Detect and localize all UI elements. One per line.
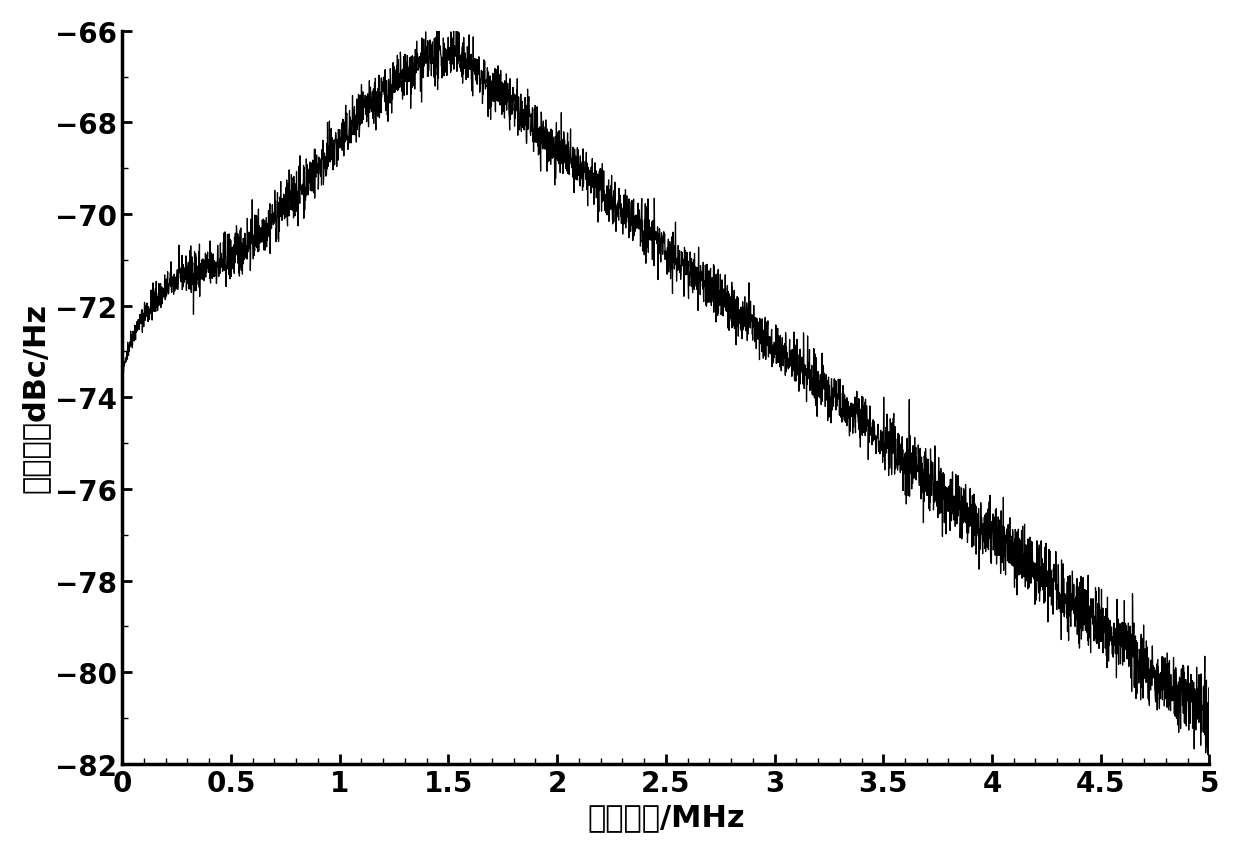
Y-axis label: 相位噪声dBc/Hz: 相位噪声dBc/Hz: [21, 302, 50, 492]
X-axis label: 频率偏移/MHz: 频率偏移/MHz: [587, 803, 745, 832]
